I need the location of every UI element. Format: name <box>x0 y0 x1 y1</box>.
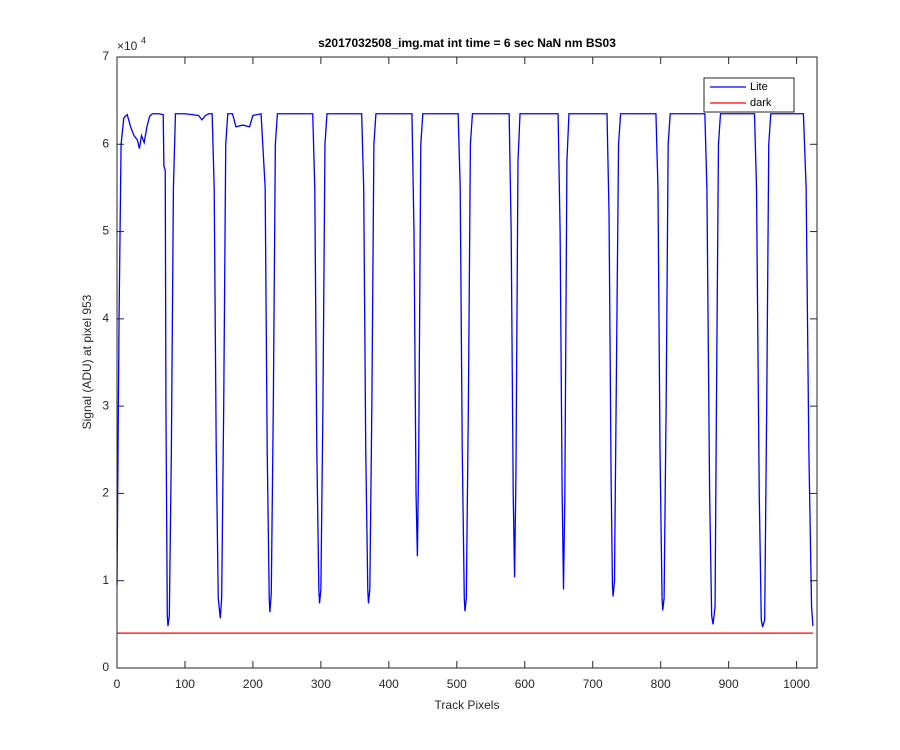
axes-box <box>116 56 818 669</box>
y-tick-label: 4 <box>102 311 109 325</box>
x-tick-label: 200 <box>243 677 263 691</box>
x-tick-label: 700 <box>583 677 603 691</box>
y-tick-label: 3 <box>102 398 109 412</box>
data-line <box>116 112 814 628</box>
y-tick-label: 1 <box>102 573 109 587</box>
y-axis-label: Signal (ADU) at pixel 953 <box>80 294 94 429</box>
y-exponent-power: 4 <box>141 35 146 45</box>
y-exponent-base: ×10 <box>117 39 138 53</box>
y-tick-label: 5 <box>102 224 109 238</box>
x-tick-label: 100 <box>175 677 195 691</box>
y-tick-label: 2 <box>102 486 109 500</box>
y-tick-label: 0 <box>102 660 109 674</box>
legend-label: dark <box>750 97 772 109</box>
x-tick-label: 900 <box>719 677 739 691</box>
y-tick-label: 6 <box>102 136 109 150</box>
chart-title: s2017032508_img.mat int time = 6 sec NaN… <box>318 36 616 50</box>
x-tick-label: 0 <box>114 677 121 691</box>
x-tick-label: 400 <box>379 677 399 691</box>
legend-label: Lite <box>750 81 768 93</box>
x-tick-label: 500 <box>447 677 467 691</box>
x-tick-label: 1000 <box>783 677 810 691</box>
x-tick-label: 800 <box>651 677 671 691</box>
x-tick-label: 300 <box>311 677 331 691</box>
x-tick-label: 600 <box>515 677 535 691</box>
y-tick-label: 7 <box>102 49 109 63</box>
x-axis-label: Track Pixels <box>435 698 500 712</box>
legend-box <box>703 77 795 113</box>
